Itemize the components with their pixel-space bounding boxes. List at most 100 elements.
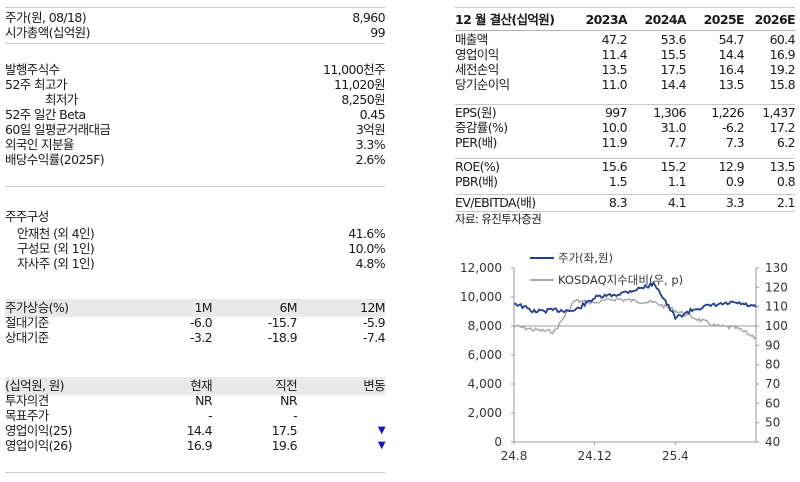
divider xyxy=(455,158,795,159)
cell-value: 12M xyxy=(360,300,386,315)
y2-tick-label: 50 xyxy=(765,416,780,430)
down-arrow-icon: ▼ xyxy=(377,440,386,451)
row-label: 영업이익(25) xyxy=(5,423,72,438)
cell-value: 17.2 xyxy=(769,120,796,135)
financials-table: 12 월 결산(십억원) 2023A 2024A 2025E 2026E 매출액 47.2… xyxy=(455,0,796,240)
y2-tick-label: 90 xyxy=(765,338,780,352)
divider xyxy=(455,194,795,195)
y2-tick-label: 120 xyxy=(765,280,788,294)
cell-value: 2.1 xyxy=(776,195,796,210)
table-row: EPS(원) 997 1,306 1,226 1,437 xyxy=(455,105,796,120)
row-label: EV/EBITDA(배) xyxy=(455,195,536,210)
cell-value: 6M xyxy=(279,300,297,315)
divider xyxy=(455,211,795,212)
table-row: 배당수익률(2025F) 2.6% xyxy=(5,152,386,167)
table-header: 12 월 결산(십억원) 2023A 2024A 2025E 2026E xyxy=(455,12,796,27)
cell-value: 19.6 xyxy=(271,438,298,453)
table-row: 상대기준 -3.2 -18.9 -7.4 xyxy=(5,330,386,345)
table-header: 주가상승(%) 1M 6M 12M xyxy=(5,300,386,315)
estimates-header-bg xyxy=(5,377,385,395)
financials-group-per-share: EPS(원) 997 1,306 1,226 1,437 증감률(%) 10.0 31.0 -6… xyxy=(455,105,796,150)
chart-legend: 주가(좌,원) KOSDAQ지수대비(우, p) xyxy=(530,251,683,287)
cell-value: -15.7 xyxy=(267,315,298,330)
table-row: ROE(%) 15.6 15.2 12.9 13.5 xyxy=(455,159,796,174)
table-row: 60일 일평균거래대금 3억원 xyxy=(5,122,386,137)
row-label: 주가(원, 08/18) xyxy=(5,10,87,25)
row-label: 외국인 지분율 xyxy=(5,137,74,152)
cell-value: 2024A xyxy=(644,12,687,27)
cell-value: 3.3 xyxy=(725,195,745,210)
table-row: 투자의견 NR NR xyxy=(5,393,385,408)
row-label: 52주 일간 Beta xyxy=(5,107,86,122)
cell-value: - xyxy=(208,408,213,423)
cell-value: 8,250원 xyxy=(341,92,385,107)
row-label: PER(배) xyxy=(455,135,497,150)
cell-value: 10.0 xyxy=(601,120,628,135)
row-label: 구성모 (외 1인) xyxy=(17,241,95,256)
cell-value: 11.0 xyxy=(601,77,628,92)
cell-value: 변동 xyxy=(363,378,385,393)
cell-value: 14.4 xyxy=(660,77,687,92)
y2-tick-label: 80 xyxy=(765,358,780,372)
row-label: 당기순이익 xyxy=(455,77,510,92)
cell-value: 현재 xyxy=(190,378,212,393)
y-tick-label: 4,000 xyxy=(468,377,502,391)
cell-value: 2.6% xyxy=(355,152,386,167)
row-label: 배당수익률(2025F) xyxy=(5,152,105,167)
cell-value: 1,226 xyxy=(711,105,744,120)
table-row: 매출액 47.2 53.6 54.7 60.4 xyxy=(455,32,796,47)
cell-value: 0.45 xyxy=(359,107,386,122)
row-label: 투자의견 xyxy=(5,393,49,408)
row-label: 주가상승(%) xyxy=(5,300,69,315)
row-label: 시가총액(십억원) xyxy=(5,25,90,40)
table-row: 당기순이익 11.0 14.4 13.5 15.8 xyxy=(455,77,796,92)
row-label: 발행주식수 xyxy=(5,62,60,77)
table-row: PER(배) 11.9 7.7 7.3 6.2 xyxy=(455,135,796,150)
cell-value: 2023A xyxy=(585,12,628,27)
cell-value: 3.3% xyxy=(355,137,386,152)
cell-value: 3억원 xyxy=(355,122,386,137)
divider xyxy=(455,104,795,105)
y-tick-label: 8,000 xyxy=(468,319,502,333)
y-tick-label: 6,000 xyxy=(468,348,502,362)
cell-value: 17.5 xyxy=(271,423,298,438)
estimates-table: (십억원, 원) 현재 직전 변동 투자의견 NR NR 목표주가 - - 영업이익(25) 14.4… xyxy=(5,378,386,453)
price-block: 주가(원, 08/18) 8,960 시가총액(십억원) 99 xyxy=(5,10,386,40)
table-row: 영업이익 11.4 15.5 14.4 16.9 xyxy=(455,47,796,62)
cell-value: 14.4 xyxy=(186,423,213,438)
table-row: 영업이익(25) 14.4 17.5 ▼ xyxy=(5,423,386,438)
table-row: 발행주식수 11,000천주 xyxy=(5,62,386,77)
cell-value: 15.2 xyxy=(660,159,687,174)
cell-value: 1,437 xyxy=(762,105,795,120)
cell-value: 8.3 xyxy=(608,195,628,210)
shareholders-block: 안재천 (외 4인) 41.6% 구성모 (외 1인) 10.0% 자사주 (외 1인)… xyxy=(5,226,386,271)
cell-value: 4.8% xyxy=(355,256,386,271)
y-tick-label: 10,000 xyxy=(460,290,502,304)
cell-value: 11.4 xyxy=(601,47,628,62)
y2-tick-label: 40 xyxy=(765,435,780,449)
row-label: 증감률(%) xyxy=(455,120,508,135)
cell-value: 11,020원 xyxy=(333,77,386,92)
cell-value: NR xyxy=(280,393,297,408)
cell-value: 2025E xyxy=(703,12,745,27)
row-label: 12 월 결산(십억원) xyxy=(455,12,555,27)
source-note: 자료: 유진투자증권 xyxy=(455,212,542,226)
cell-value: 2026E xyxy=(754,12,796,27)
financials-group-valuation: EV/EBITDA(배) 8.3 4.1 3.3 2.1 xyxy=(455,195,796,210)
row-label: 안재천 (외 4인) xyxy=(17,226,95,241)
divider xyxy=(5,472,385,473)
cell-value: 13.5 xyxy=(769,159,796,174)
x-tick-label: 25.4 xyxy=(662,449,689,463)
shareholders-title: 주주구성 xyxy=(5,209,49,224)
table-row: 주가(원, 08/18) 8,960 xyxy=(5,10,386,25)
cell-value: 8,960 xyxy=(352,10,385,25)
y2-tick-label: 100 xyxy=(765,319,788,333)
cell-value: 4.1 xyxy=(667,195,687,210)
row-label: 영업이익 xyxy=(455,47,499,62)
table-row: EV/EBITDA(배) 8.3 4.1 3.3 2.1 xyxy=(455,195,796,210)
y2-tick-label: 70 xyxy=(765,377,780,391)
divider xyxy=(5,186,385,187)
cell-value: 53.6 xyxy=(660,32,687,47)
table-row: 절대기준 -6.0 -15.7 -5.9 xyxy=(5,315,386,330)
